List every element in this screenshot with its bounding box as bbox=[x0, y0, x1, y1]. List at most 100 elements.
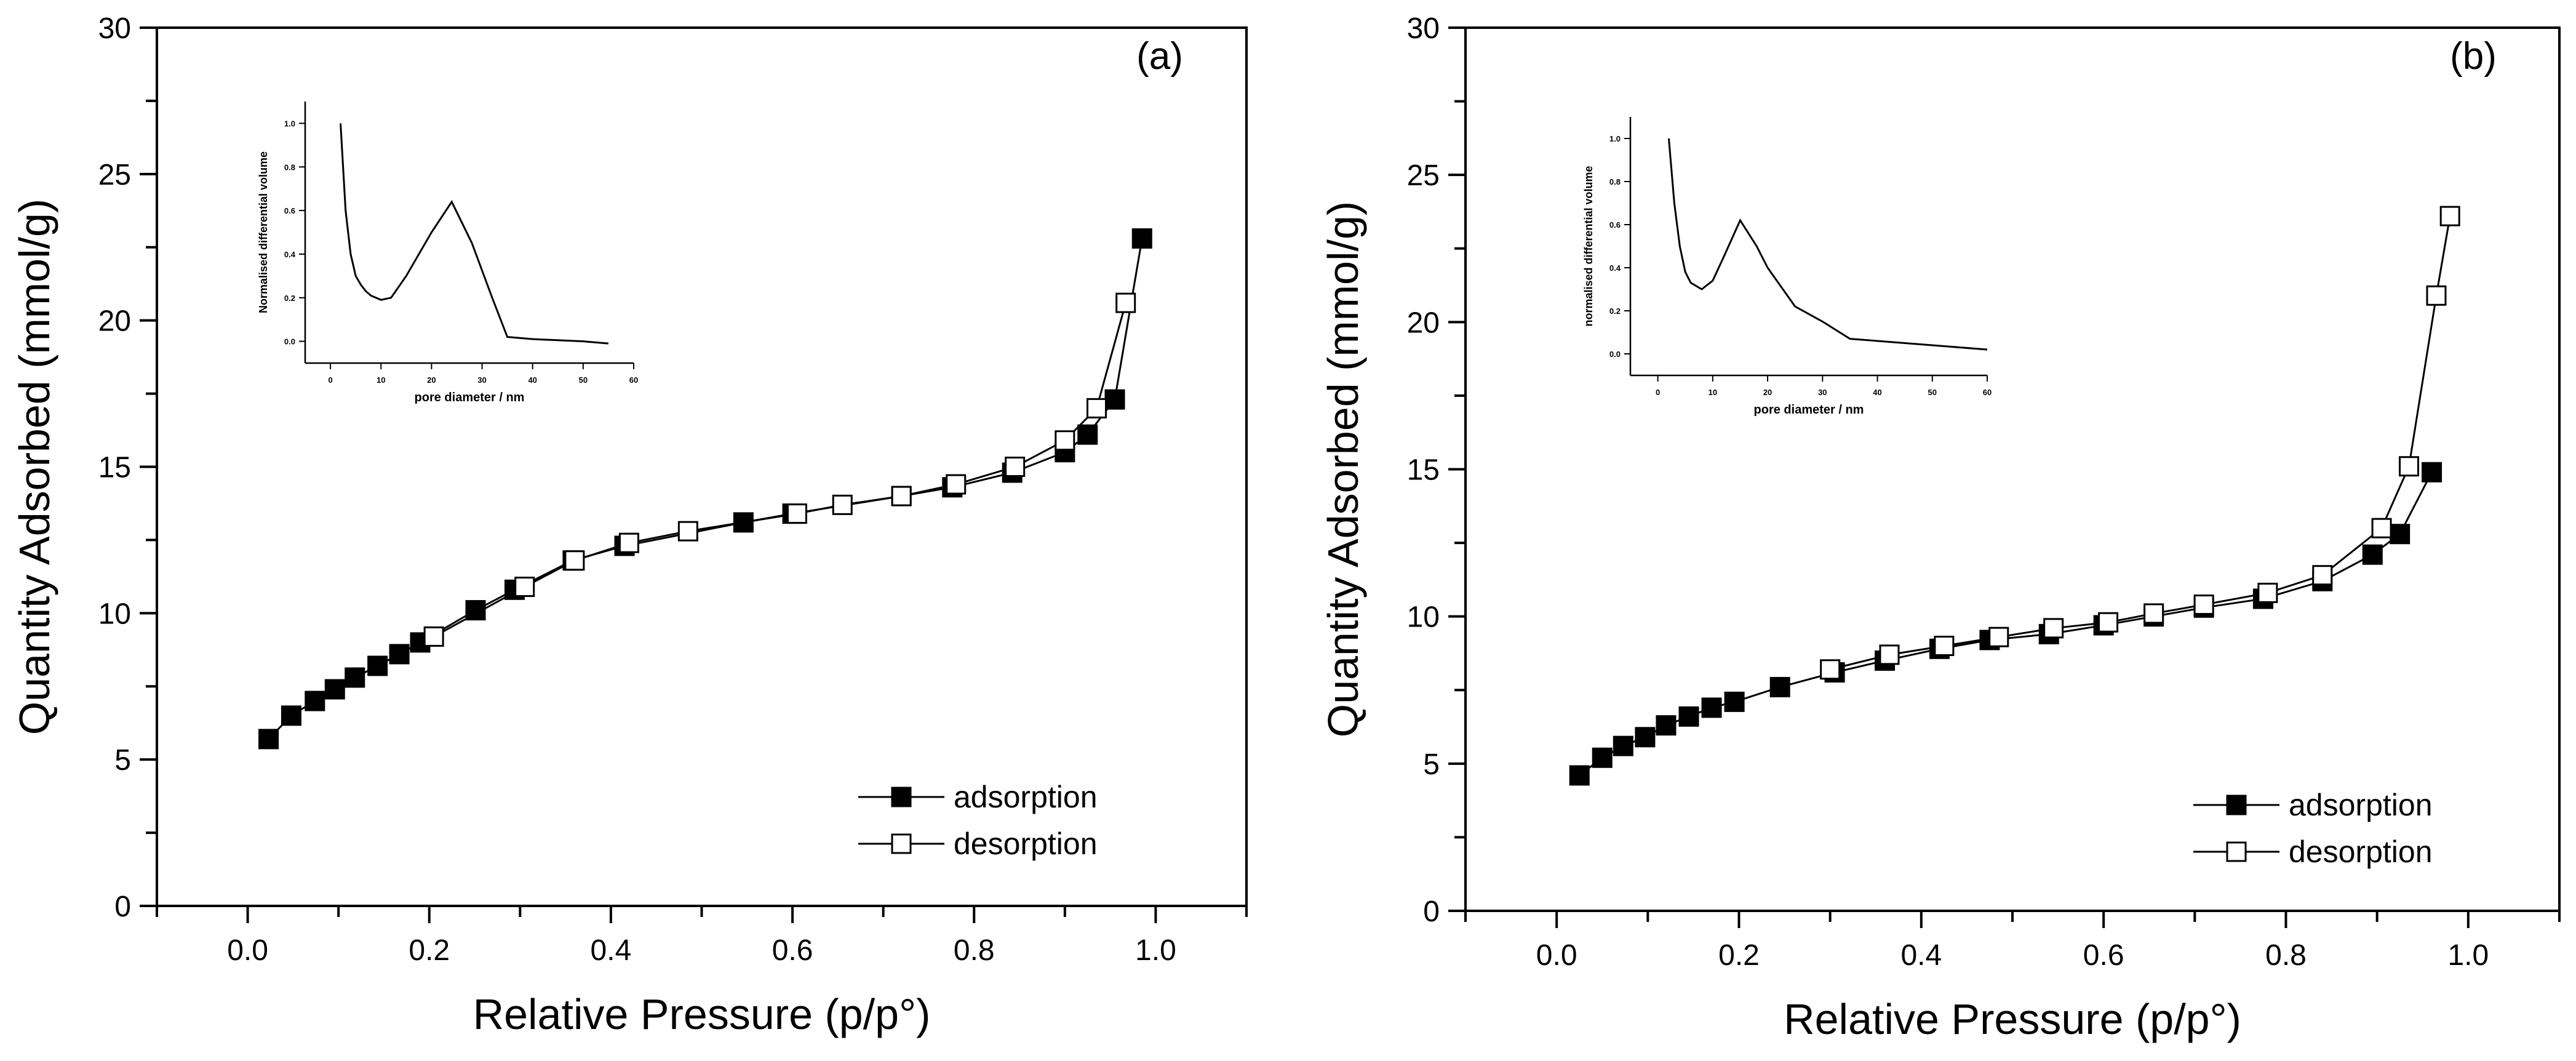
inset-y-tick-label: 0.4 bbox=[284, 250, 296, 259]
adsorption-point bbox=[1592, 747, 1613, 768]
chart-panel-a: 0.0 0.2 0.4 0.6 0.8 1.0 0 5 10 15 20 25 30 Relative P… bbox=[10, 12, 1248, 1038]
y-tick-label: 5 bbox=[1423, 748, 1440, 781]
legend-marker-adsorption bbox=[891, 787, 912, 807]
y-tick-label: 30 bbox=[1407, 12, 1440, 45]
y-tick-label: 15 bbox=[98, 452, 131, 484]
adsorption-point bbox=[1131, 228, 1152, 249]
x-tick-label: 0.4 bbox=[591, 934, 632, 967]
inset-y-tick-label: 0.6 bbox=[284, 206, 295, 215]
inset-y-tick-label: 0.0 bbox=[1609, 350, 1621, 359]
inset-y-axis-label: normalised differential volume bbox=[1582, 166, 1595, 326]
inset-x-tick-label: 60 bbox=[1983, 388, 1992, 397]
adsorption-point bbox=[324, 679, 345, 700]
panel-label: (b) bbox=[2450, 35, 2497, 78]
y-tick-label: 20 bbox=[98, 305, 131, 338]
adsorption-point bbox=[2362, 544, 2383, 565]
desorption-point bbox=[2257, 582, 2278, 603]
y-tick-label: 10 bbox=[98, 598, 131, 630]
y-tick-label: 0 bbox=[114, 891, 131, 923]
inset-x-tick-label: 50 bbox=[579, 375, 588, 385]
y-axis-label: Quantity Adsorbed (mmol/g) bbox=[10, 199, 58, 735]
desorption-point bbox=[677, 521, 698, 542]
chart-panel-b: 0.0 0.2 0.4 0.6 0.8 1.0 0 5 10 15 20 25 30 Relative P… bbox=[1319, 12, 2561, 1043]
desorption-point bbox=[1934, 636, 1955, 656]
inset-y-axis-label: Normalised differential volume bbox=[257, 151, 269, 313]
inset-x-axis-label: pore diameter / nm bbox=[1754, 403, 1864, 417]
y-tick-label: 20 bbox=[1407, 306, 1440, 339]
inset-x-tick-label: 10 bbox=[377, 375, 385, 385]
adsorption-point bbox=[2422, 462, 2442, 482]
desorption-point bbox=[1879, 644, 1900, 665]
legend-label-adsorption: adsorption bbox=[954, 780, 1098, 814]
desorption-point bbox=[1005, 457, 1026, 477]
x-tick-label: 1.0 bbox=[1135, 934, 1176, 967]
adsorption-point bbox=[367, 655, 388, 676]
y-tick-label: 25 bbox=[98, 159, 131, 191]
desorption-point bbox=[564, 550, 585, 571]
inset-distribution-line bbox=[1667, 138, 1988, 351]
x-axis-label: Relative Pressure (p/p°) bbox=[473, 990, 931, 1038]
desorption-point bbox=[891, 486, 912, 506]
desorption-point bbox=[832, 494, 853, 515]
inset-y-tick-label: 0.2 bbox=[1609, 306, 1621, 316]
legend-label-desorption: desorption bbox=[954, 827, 1098, 861]
inset-distribution-line bbox=[340, 123, 609, 345]
desorption-point bbox=[2312, 565, 2333, 586]
legend-label-desorption: desorption bbox=[2289, 835, 2433, 869]
adsorption-point bbox=[1769, 676, 1790, 697]
inset-x-tick-label: 40 bbox=[1873, 388, 1881, 397]
legend-marker-desorption bbox=[2226, 841, 2247, 862]
adsorption-point bbox=[1724, 691, 1745, 712]
inset-x-tick-label: 50 bbox=[1928, 388, 1937, 397]
desorption-point bbox=[786, 503, 807, 524]
inset-x-tick-label: 10 bbox=[1709, 388, 1717, 397]
x-tick-label: 0.6 bbox=[2083, 939, 2124, 972]
adsorption-point bbox=[1104, 389, 1125, 410]
y-tick-label: 10 bbox=[1407, 601, 1440, 634]
desorption-point bbox=[2098, 612, 2119, 633]
x-tick-label: 0.4 bbox=[1900, 939, 1942, 972]
desorption-point bbox=[1055, 430, 1075, 451]
adsorption-point bbox=[2390, 524, 2411, 545]
inset-x-tick-label: 20 bbox=[427, 375, 436, 385]
inset-x-tick-label: 0 bbox=[328, 375, 332, 385]
x-tick-label: 0.8 bbox=[954, 934, 995, 967]
adsorption-point bbox=[345, 667, 365, 688]
inset-x-tick-label: 30 bbox=[1818, 388, 1827, 397]
adsorption-point bbox=[1077, 424, 1098, 445]
adsorption-point bbox=[305, 691, 325, 711]
desorption-point bbox=[2371, 518, 2392, 539]
adsorption-point bbox=[1656, 715, 1677, 736]
legend-marker-adsorption bbox=[2226, 795, 2247, 815]
desorption-point bbox=[2043, 618, 2064, 639]
x-tick-label: 0.2 bbox=[1718, 939, 1760, 972]
adsorption-point bbox=[1569, 765, 1590, 786]
desorption-point bbox=[1820, 659, 1841, 680]
desorption-point bbox=[2193, 595, 2214, 615]
inset-x-axis-label: pore diameter / nm bbox=[415, 391, 525, 404]
x-tick-label: 0.2 bbox=[409, 934, 450, 967]
desorption-point bbox=[946, 474, 967, 495]
inset-y-tick-label: 1.0 bbox=[1609, 134, 1621, 143]
adsorption-point bbox=[1701, 697, 1722, 718]
inset-x-tick-label: 20 bbox=[1763, 388, 1772, 397]
y-tick-label: 5 bbox=[114, 744, 131, 777]
desorption-point bbox=[618, 532, 639, 553]
inset-x-tick-label: 0 bbox=[1656, 388, 1660, 397]
inset-x-tick-label: 40 bbox=[528, 375, 536, 385]
x-tick-label: 0.0 bbox=[1536, 939, 1577, 972]
desorption-point bbox=[1086, 398, 1107, 418]
adsorption-point bbox=[1678, 706, 1699, 727]
adsorption-point bbox=[389, 644, 410, 665]
series-line-adsorption bbox=[1579, 471, 2433, 777]
x-axis-label: Relative Pressure (p/p°) bbox=[1784, 995, 2241, 1043]
adsorption-point bbox=[1613, 735, 1633, 756]
desorption-point bbox=[1115, 292, 1136, 313]
desorption-point bbox=[423, 626, 444, 647]
x-tick-label: 0.0 bbox=[227, 934, 268, 967]
inset-y-tick-label: 0.2 bbox=[284, 294, 295, 303]
y-tick-label: 25 bbox=[1407, 159, 1440, 192]
x-tick-label: 0.6 bbox=[772, 934, 813, 967]
